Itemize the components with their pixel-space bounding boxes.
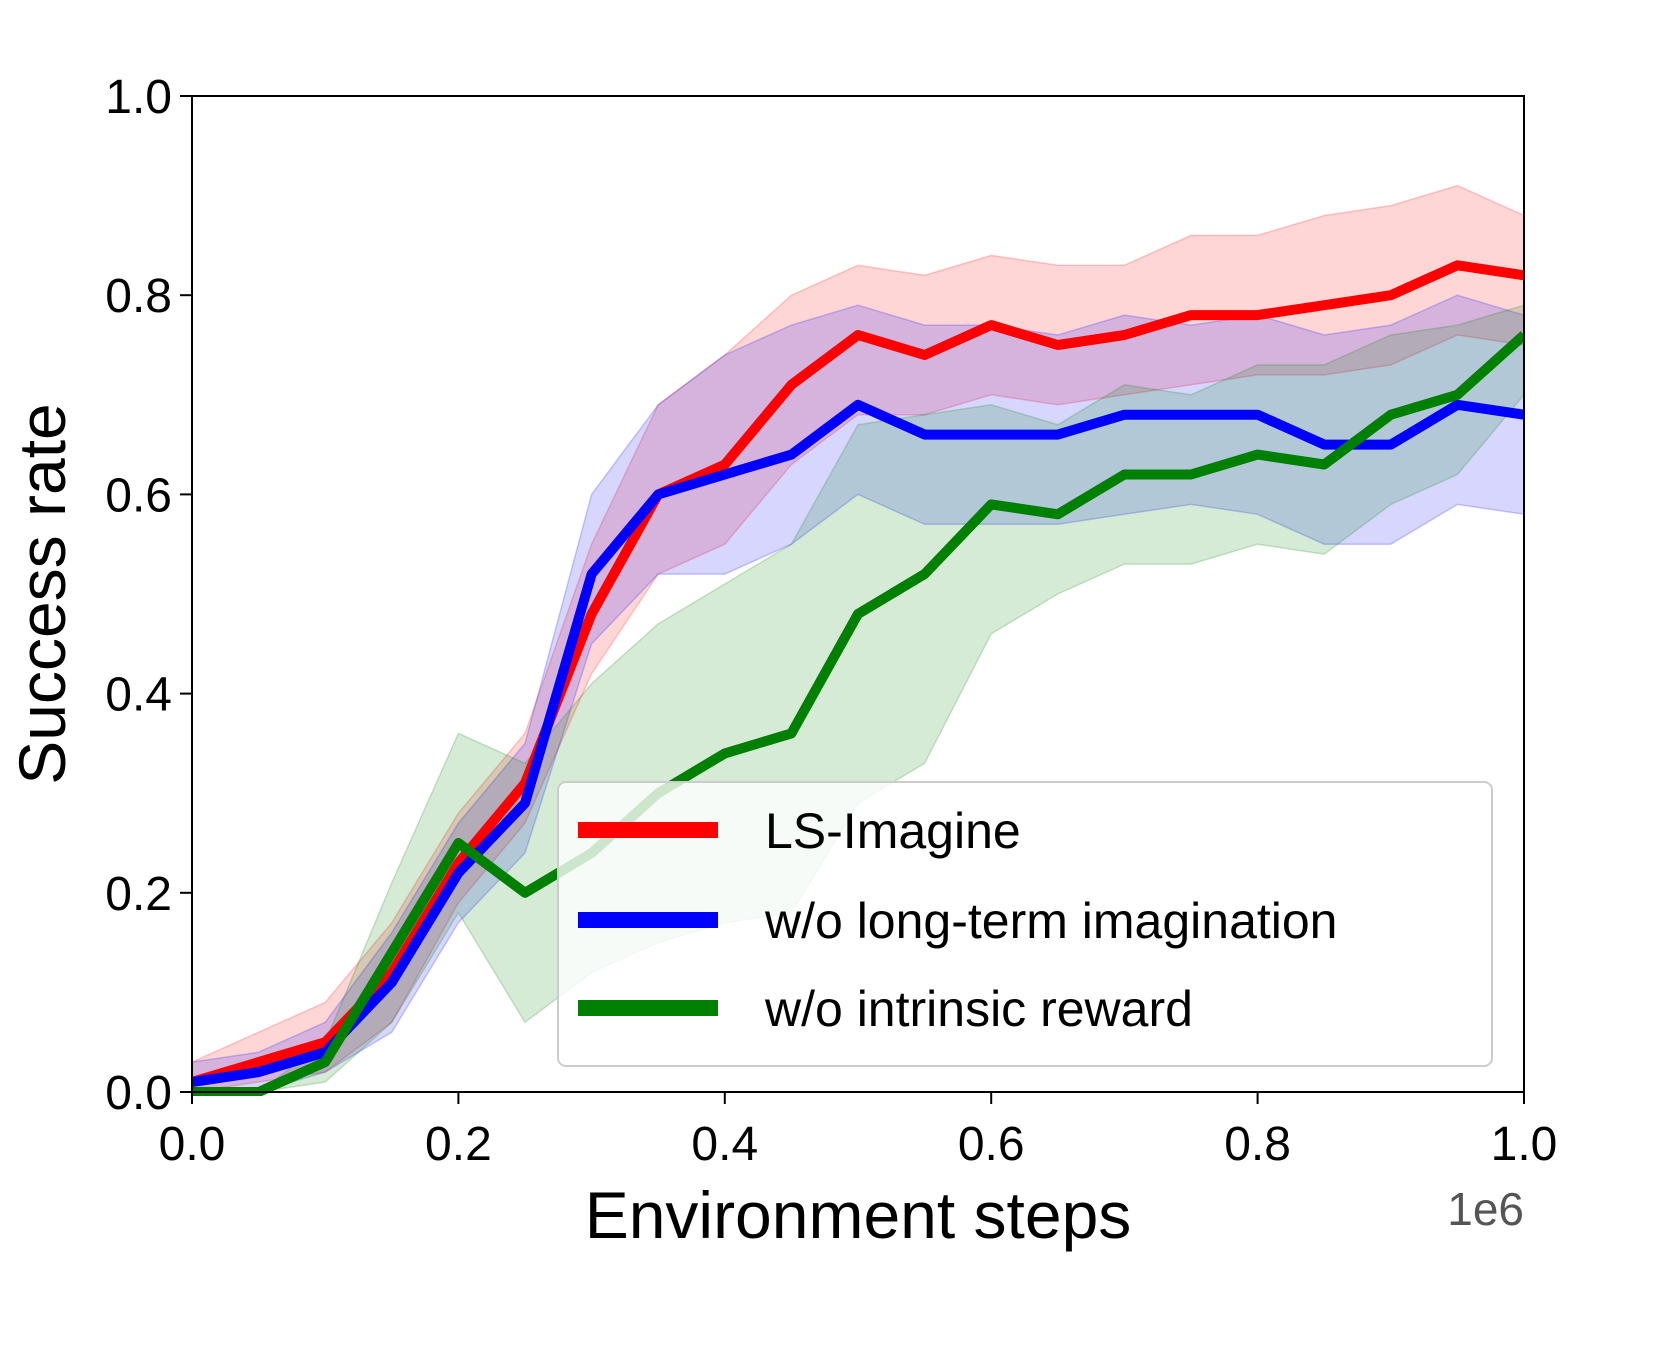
x-axis-offset-label: 1e6: [1447, 1183, 1524, 1235]
y-tick-label: 0.8: [105, 270, 172, 323]
y-axis-title: Success rate: [5, 403, 79, 785]
band-w-o-long-term-imagination: [192, 294, 1524, 1093]
legend-label-no-intrinsic-reward: w/o intrinsic reward: [764, 981, 1193, 1037]
legend-label-no-long-term-imagination: w/o long-term imagination: [764, 893, 1338, 949]
x-axis-title: Environment steps: [585, 1178, 1132, 1252]
x-tick-label: 0.6: [958, 1118, 1025, 1171]
plot-area-frame: [191, 95, 1525, 1093]
series-line-w-o-long-term-imagination: [192, 399, 1524, 1087]
series-line-ls-imagine: [192, 260, 1524, 1087]
x-tick-label: 0.2: [425, 1118, 492, 1171]
x-tick-label: 0.0: [159, 1118, 226, 1171]
y-tick-label: 1.0: [105, 71, 172, 124]
y-tick-label: 0.2: [105, 868, 172, 921]
y-tick-label: 0.6: [105, 469, 172, 522]
series-line-w-o-intrinsic-reward: [192, 331, 1524, 1096]
axis-ticks: 0.0 0.2 0.4 0.6 0.8 1.0 0.0 0.2 0.4 0.6 0.8 1.0: [105, 71, 1557, 1171]
x-tick-label: 0.4: [691, 1118, 758, 1171]
band-ls-imagine: [192, 184, 1524, 1093]
legend-label-ls-imagine: LS-Imagine: [765, 803, 1021, 859]
y-tick-label: 0.0: [105, 1067, 172, 1120]
y-tick-label: 0.4: [105, 669, 172, 722]
legend: LS-Imagine w/o long-term imagination w/o…: [557, 781, 1493, 1067]
x-tick-label: 1.0: [1491, 1118, 1558, 1171]
legend-box: [557, 781, 1493, 1067]
series-lines: [192, 260, 1524, 1096]
x-tick-label: 0.8: [1224, 1118, 1291, 1171]
